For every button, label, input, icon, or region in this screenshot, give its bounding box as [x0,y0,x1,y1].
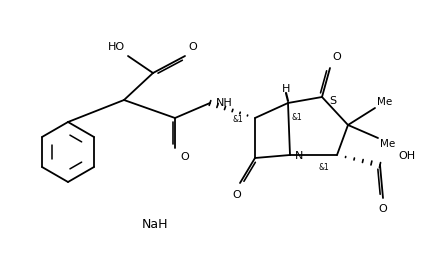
Text: N: N [295,151,303,161]
Text: &1: &1 [318,163,329,172]
Text: &1: &1 [232,116,243,125]
Text: Me: Me [380,139,395,149]
Text: NaH: NaH [142,219,168,232]
Text: OH: OH [398,151,415,161]
Text: O: O [180,152,189,162]
Text: NH: NH [216,98,233,108]
Text: S: S [329,96,336,106]
Text: O: O [332,52,341,62]
Text: O: O [379,204,387,214]
Text: Me: Me [377,97,392,107]
Text: HO: HO [108,42,125,52]
Text: O: O [188,42,197,52]
Text: H: H [282,84,290,94]
Text: O: O [233,190,242,200]
Text: &1: &1 [291,113,302,122]
